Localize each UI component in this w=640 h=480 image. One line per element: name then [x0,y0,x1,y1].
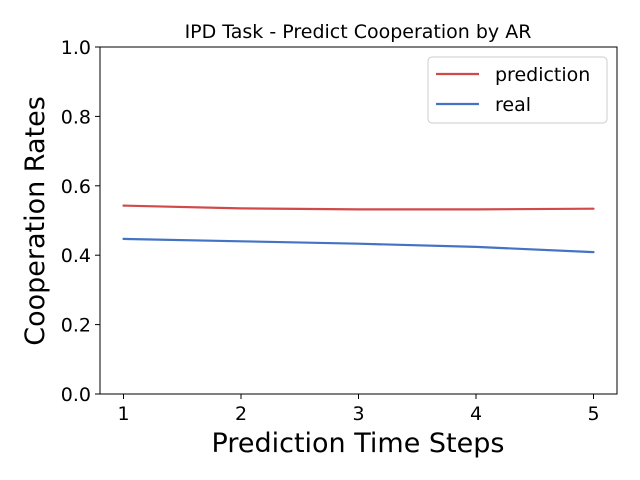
chart-title: IPD Task - Predict Cooperation by AR [185,21,532,43]
legend: prediction real [427,56,608,124]
x-tick-label: 2 [235,403,247,425]
legend-label-real: real [495,94,531,116]
series-line-prediction [122,204,595,211]
y-tick-label: 0.2 [61,315,91,337]
series-lines [122,204,595,254]
y-tick-label: 0.4 [61,245,91,267]
y-tick-label: 0.0 [61,384,91,406]
x-axis: 1 2 3 4 5 [117,394,600,425]
x-axis-label: Prediction Time Steps [212,428,505,459]
plot-area: 0.0 0.2 0.4 0.6 0.8 1.0 1 2 3 4 5 [61,37,618,425]
y-axis: 0.0 0.2 0.4 0.6 0.8 1.0 [61,37,100,406]
x-tick-label: 3 [352,403,364,425]
legend-label-prediction: prediction [495,64,590,86]
y-axis-label: Cooperation Rates [20,96,51,346]
x-tick-label: 4 [470,403,482,425]
series-line-real [122,237,595,254]
y-tick-label: 1.0 [61,37,91,59]
x-tick-label: 5 [587,403,599,425]
y-tick-label: 0.8 [61,106,91,128]
x-tick-label: 1 [117,403,129,425]
y-tick-label: 0.6 [61,176,91,198]
